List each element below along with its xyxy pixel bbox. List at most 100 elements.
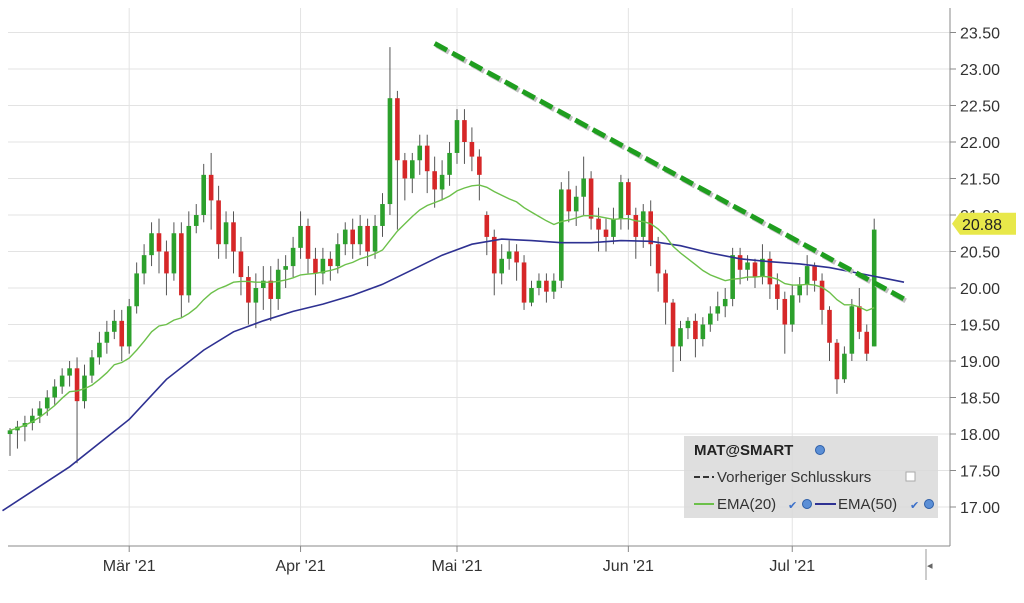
price-tick-label: 23.50 [960,26,1000,43]
candle-down [827,309,832,343]
candle-up [573,196,579,212]
legend-symbol-globe-icon[interactable] [815,445,825,455]
price-tick-label: 23.00 [960,62,1000,79]
candle-up [253,288,259,303]
candle-up [44,397,50,409]
price-tick-label: 18.50 [960,391,1000,408]
candle-up [97,342,102,358]
candle-up [715,306,721,314]
candle-down [693,320,698,340]
candle-down [164,251,169,274]
candle-up [499,258,504,274]
candle-up [611,218,616,237]
candle-up [708,313,713,325]
trendline [433,41,906,302]
candle-down [834,342,840,380]
candle-up [261,280,266,288]
candle-up [410,160,415,179]
candle-down [737,255,743,270]
candle-up [559,189,564,281]
candle-down [484,215,490,237]
price-axis-ticks: 17.00 17.50 18.00 18.50 19.00 19.50 20.00 20.50… [950,26,1000,517]
legend-prev-close-checkbox[interactable] [905,471,916,482]
legend-ema50-check-icon[interactable]: ✔ [910,499,919,512]
candle-down [432,171,437,190]
month-label: Mär '21 [103,558,156,575]
candle-up [89,357,95,376]
candle-up [193,215,199,226]
price-tick-label: 19.00 [960,354,1000,371]
month-label: Jul '21 [769,558,815,575]
candle-down [395,98,400,161]
candle-up [551,280,557,292]
candle-up [298,225,303,248]
candle-up [849,306,855,354]
price-tick-label: 19.50 [960,318,1000,335]
candle-down [819,280,825,310]
scroll-end-arrow-icon[interactable]: ◂ [927,559,933,572]
ema50-line [2,238,905,512]
candle-up [126,306,132,347]
candle-down [462,120,467,142]
month-label: Mai '21 [431,558,482,575]
month-label: Jun '21 [603,558,654,575]
candle-down [313,258,318,274]
legend-prev-close-label: Vorheriger Schlusskurs [717,469,871,486]
candle-up [745,262,750,270]
candle-up [722,298,728,307]
candle-down [305,225,311,259]
price-tick-label: 17.00 [960,500,1000,517]
candle-down [626,182,631,215]
last-price-marker: 20.88 [952,212,1016,235]
candle-up [417,145,423,161]
candle-up [797,284,802,296]
candle-up [700,324,706,340]
candle-up [104,331,110,343]
price-tick-label: 18.00 [960,427,1000,444]
candle-down [491,236,497,274]
candle-down [782,298,788,325]
last-price-label: 20.88 [962,217,1002,234]
candle-up [134,273,139,307]
candle-down [864,331,870,354]
candle-up [640,211,646,237]
candle-down [350,229,355,245]
legend: MAT@SMART Vorheriger Schlusskurs EMA(20)… [684,436,938,518]
price-tick-label: 20.00 [960,281,1000,298]
candle-up [618,182,624,219]
candle-up [283,266,288,270]
candle-up [59,375,65,387]
candle-down [663,273,668,303]
candle-up [342,229,348,245]
legend-ema20-globe-icon[interactable] [802,499,812,509]
candle-up [789,295,795,325]
legend-ema20-check-icon[interactable]: ✔ [788,499,797,512]
candle-up [141,255,147,274]
candle-down [655,244,661,274]
price-tick-label: 21.50 [960,172,1000,189]
candle-up [149,233,154,256]
candle-up [30,415,35,424]
candle-up [730,255,735,299]
legend-ema20-label: EMA(20) [717,496,776,513]
candle-up [685,320,691,329]
candle-down [231,222,236,252]
candle-up [290,247,296,267]
legend-ema50-globe-icon[interactable] [924,499,934,509]
candle-down [566,189,572,212]
candle-up [529,288,534,303]
candle-up [536,280,542,288]
legend-title: MAT@SMART [694,442,793,459]
candle-down [424,145,430,172]
candle-down [402,160,408,179]
month-label: Apr '21 [275,558,325,575]
candle-down [521,262,527,303]
ema20-line [9,184,875,431]
legend-ema50-label: EMA(50) [838,496,897,513]
candle-down [767,258,773,285]
candle-up [186,225,192,296]
candle-up [387,98,393,205]
candle-down [670,302,676,347]
candle-up [842,353,847,380]
